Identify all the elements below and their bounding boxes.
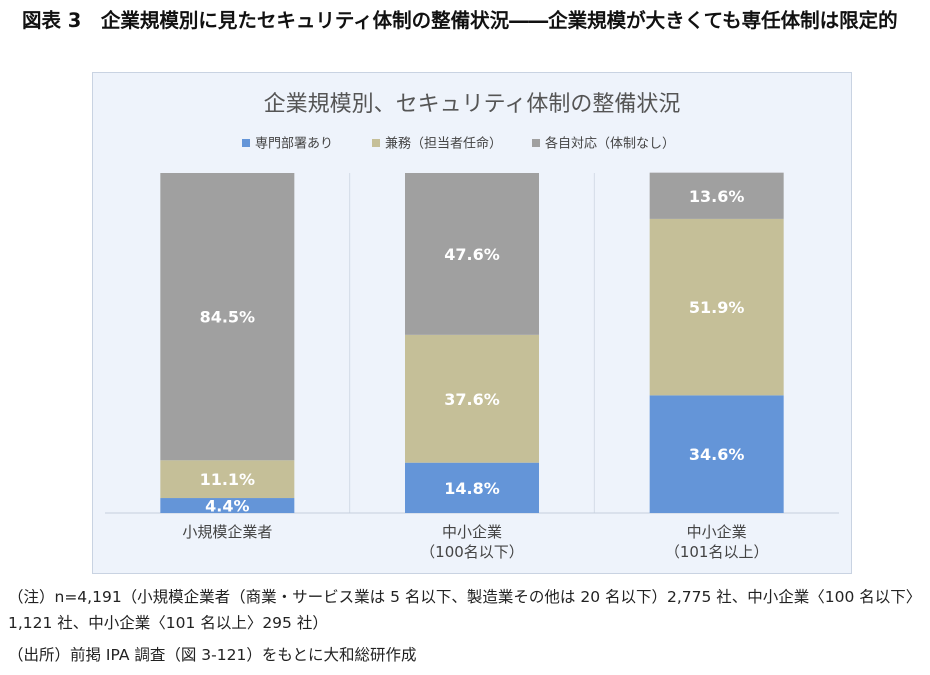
chart-title: 企業規模別、セキュリティ体制の整備状況 bbox=[264, 92, 681, 117]
data-label: 47.6% bbox=[444, 245, 500, 264]
bar-segment bbox=[405, 173, 539, 335]
data-label: 51.9% bbox=[689, 298, 745, 317]
data-label: 34.6% bbox=[689, 445, 745, 464]
bar-segment bbox=[160, 498, 295, 513]
category-label: 中小企業 bbox=[442, 523, 502, 541]
source-text: （出所）前掲 IPA 調査（図 3-121）をもとに大和総研作成 bbox=[8, 646, 417, 664]
category-label: （101名以上） bbox=[665, 543, 769, 561]
data-label: 13.6% bbox=[689, 187, 745, 206]
bar-segment bbox=[160, 460, 295, 499]
legend-swatch bbox=[372, 139, 380, 147]
category-label: （100名以下） bbox=[420, 543, 524, 561]
figure-title: 図表 3 企業規模別に見たセキュリティ体制の整備状況――企業規模が大きくても専任… bbox=[22, 9, 898, 32]
bar-segment bbox=[649, 218, 784, 396]
data-label: 14.8% bbox=[444, 479, 500, 498]
legend-label: 各自対応（体制なし） bbox=[545, 136, 675, 152]
legend-swatch bbox=[242, 139, 250, 147]
figure-notes: （注）n=4,191（小規模企業者（商業・サービス業は 5 名以下、製造業その他… bbox=[8, 584, 923, 668]
legend-label: 兼務（担当者任命） bbox=[385, 136, 502, 152]
bar-segment bbox=[405, 462, 539, 513]
bar-segment bbox=[405, 334, 539, 463]
category-label: 小規模企業者 bbox=[182, 523, 272, 541]
bar-segment bbox=[649, 172, 784, 219]
data-label: 11.1% bbox=[200, 470, 256, 489]
legend-swatch bbox=[532, 139, 540, 147]
category-label: 中小企業 bbox=[687, 523, 747, 541]
data-label: 37.6% bbox=[444, 390, 500, 409]
data-label: 4.4% bbox=[205, 497, 249, 516]
note-text: （注）n=4,191（小規模企業者（商業・サービス業は 5 名以下、製造業その他… bbox=[8, 588, 922, 632]
bar-segment bbox=[160, 173, 295, 461]
data-label: 84.5% bbox=[200, 308, 256, 327]
legend-label: 専門部署あり bbox=[255, 137, 333, 152]
chart-area: 企業規模別、セキュリティ体制の整備状況専門部署あり 兼務（担当者任命） 各自対応（体… bbox=[92, 72, 852, 574]
bar-segment bbox=[649, 395, 784, 513]
